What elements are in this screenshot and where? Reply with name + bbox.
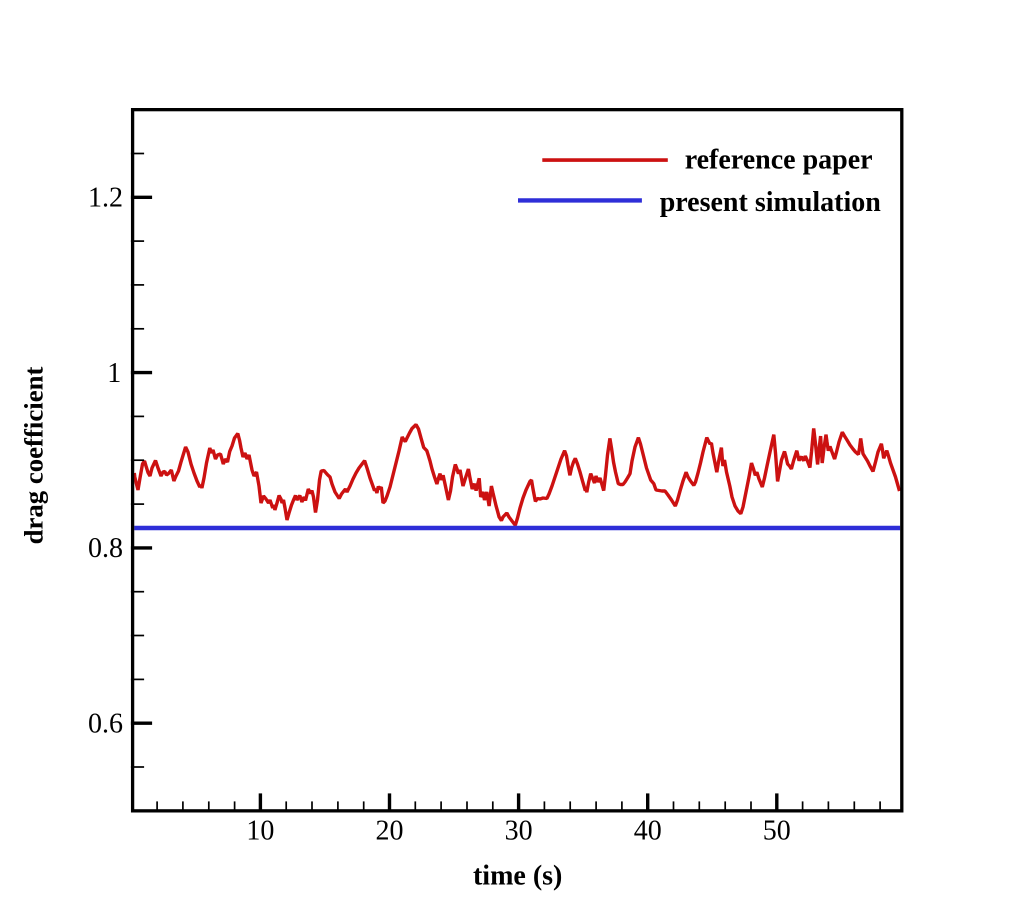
svg-text:reference paper: reference paper <box>685 145 873 176</box>
svg-text:30: 30 <box>505 815 533 846</box>
svg-text:40: 40 <box>634 815 662 846</box>
svg-text:50: 50 <box>763 815 791 846</box>
svg-text:1.2: 1.2 <box>88 183 123 214</box>
svg-text:present simulation: present simulation <box>660 187 882 218</box>
svg-text:1: 1 <box>107 358 121 389</box>
svg-text:drag coefficient: drag coefficient <box>19 367 49 545</box>
svg-text:20: 20 <box>376 815 404 846</box>
svg-text:0.8: 0.8 <box>88 533 123 564</box>
svg-text:time (s): time (s) <box>473 860 562 891</box>
svg-text:10: 10 <box>246 815 274 846</box>
svg-text:0.6: 0.6 <box>88 709 123 740</box>
